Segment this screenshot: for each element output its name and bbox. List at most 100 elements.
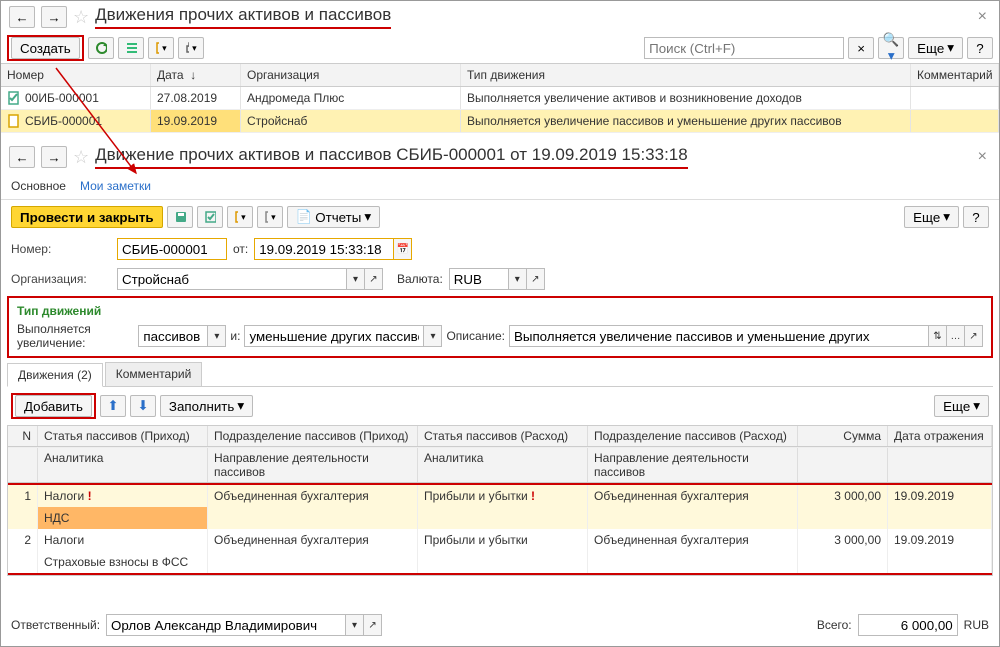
nav-back-button[interactable]: ←: [9, 6, 35, 28]
doc-nav-back-button[interactable]: ←: [9, 146, 35, 168]
calendar-icon[interactable]: 📅: [394, 238, 412, 260]
doc-help-button[interactable]: ?: [963, 206, 989, 228]
number-label: Номер:: [11, 242, 111, 256]
currency-input[interactable]: [449, 268, 509, 290]
copy-icon[interactable]: ▾: [148, 37, 174, 59]
search-input[interactable]: [644, 37, 844, 59]
footer-row: Ответственный: ▾ ↗ Всего: RUB: [1, 610, 999, 640]
doc-nav-forward-button[interactable]: →: [41, 146, 67, 168]
doc-nav-tabs: Основное Мои заметки: [1, 173, 999, 200]
gcol-sum[interactable]: Сумма: [798, 426, 888, 446]
refresh-icon[interactable]: [88, 37, 114, 59]
org-open-icon[interactable]: ↗: [365, 268, 383, 290]
from-label: от:: [233, 242, 248, 256]
post-and-close-button[interactable]: Провести и закрыть: [11, 206, 163, 228]
doc-title: Движение прочих активов и пассивов СБИБ-…: [95, 145, 688, 169]
increase-dropdown-icon[interactable]: ▾: [208, 325, 226, 347]
decrease-dropdown-icon[interactable]: ▾: [424, 325, 442, 347]
grid-more-button[interactable]: Еще ▾: [934, 395, 989, 417]
gcol-n[interactable]: N: [8, 426, 38, 446]
col-comment[interactable]: Комментарий: [911, 64, 999, 86]
app-window: ← → ☆ Движения прочих активов и пассивов…: [0, 0, 1000, 647]
tab-notes[interactable]: Мои заметки: [80, 177, 151, 195]
grid-header-1: N Статья пассивов (Приход) Подразделение…: [8, 426, 992, 447]
gcol-article-out[interactable]: Статья пассивов (Расход): [418, 426, 588, 446]
list-body: 00ИБ-00000127.08.2019Андромеда ПлюсВыпол…: [1, 87, 999, 133]
grid-subrow[interactable]: НДС: [8, 507, 992, 529]
gcol-analytics-out[interactable]: Аналитика: [418, 448, 588, 482]
gcol-date[interactable]: Дата отражения: [888, 426, 992, 446]
tab-comment[interactable]: Комментарий: [105, 362, 203, 386]
list-header: Номер Дата ↓ Организация Тип движения Ко…: [1, 63, 999, 87]
and-label: и:: [230, 329, 240, 343]
movement-type-block: Тип движений Выполняется увеличение: ▾ и…: [7, 296, 993, 358]
gcol-dept-out[interactable]: Подразделение пассивов (Расход): [588, 426, 798, 446]
move-down-icon[interactable]: ⬇: [130, 395, 156, 417]
close-top-icon[interactable]: ×: [974, 8, 991, 26]
currency-open-icon[interactable]: ↗: [527, 268, 545, 290]
increase-label: Выполняется увеличение:: [17, 322, 134, 350]
help-button-top[interactable]: ?: [967, 37, 993, 59]
add-row-button[interactable]: Добавить: [15, 395, 92, 417]
org-input[interactable]: [117, 268, 347, 290]
grid-row[interactable]: 1Налоги !Объединенная бухгалтерияПрибыли…: [8, 485, 992, 507]
increase-input[interactable]: [138, 325, 208, 347]
col-date[interactable]: Дата ↓: [151, 64, 241, 86]
grid-body: 1Налоги !Объединенная бухгалтерияПрибыли…: [8, 485, 992, 573]
save-icon[interactable]: [167, 206, 193, 228]
grid-header-2: Аналитика Направление деятельности пасси…: [8, 447, 992, 483]
list-view-icon[interactable]: [118, 37, 144, 59]
description-spin-icon[interactable]: ⇅: [929, 325, 947, 347]
gcol-direction-out[interactable]: Направление деятельности пассивов: [588, 448, 798, 482]
grid-subrow[interactable]: Страховые взносы в ФСС: [8, 551, 992, 573]
doc-favorite-star-icon[interactable]: ☆: [73, 147, 89, 168]
org-dropdown-icon[interactable]: ▾: [347, 268, 365, 290]
tab-movements[interactable]: Движения (2): [7, 363, 103, 387]
doc-copy-icon[interactable]: ▾: [227, 206, 253, 228]
responsible-dropdown-icon[interactable]: ▾: [346, 614, 364, 636]
responsible-input[interactable]: [106, 614, 346, 636]
post-icon[interactable]: [197, 206, 223, 228]
print-icon[interactable]: ▾: [178, 37, 204, 59]
favorite-star-icon[interactable]: ☆: [73, 7, 89, 28]
col-number[interactable]: Номер: [1, 64, 151, 86]
description-open-icon[interactable]: ↗: [965, 325, 983, 347]
list-row[interactable]: 00ИБ-00000127.08.2019Андромеда ПлюсВыпол…: [1, 87, 999, 110]
close-doc-icon[interactable]: ×: [974, 148, 991, 166]
date-input[interactable]: [254, 238, 394, 260]
col-org[interactable]: Организация: [241, 64, 461, 86]
top-title: Движения прочих активов и пассивов: [95, 5, 391, 29]
doc-titlebar: ← → ☆ Движение прочих активов и пассивов…: [1, 141, 999, 173]
tab-main[interactable]: Основное: [11, 177, 66, 195]
top-titlebar: ← → ☆ Движения прочих активов и пассивов…: [1, 1, 999, 33]
search-go-icon[interactable]: 🔍▾: [878, 37, 904, 59]
responsible-label: Ответственный:: [11, 618, 100, 632]
doc-more-button[interactable]: Еще ▾: [904, 206, 959, 228]
description-more-icon[interactable]: …: [947, 325, 965, 347]
description-input[interactable]: [509, 325, 929, 347]
more-button-top[interactable]: Еще ▾: [908, 37, 963, 59]
responsible-open-icon[interactable]: ↗: [364, 614, 382, 636]
top-toolbar: Создать ▾ ▾ × 🔍▾ Еще ▾ ?: [1, 33, 999, 63]
move-up-icon[interactable]: ⬆: [100, 395, 126, 417]
nav-forward-button[interactable]: →: [41, 6, 67, 28]
gcol-dept-in[interactable]: Подразделение пассивов (Приход): [208, 426, 418, 446]
doc-tabs: Движения (2) Комментарий: [7, 362, 993, 387]
grid-row[interactable]: 2НалогиОбъединенная бухгалтерияПрибыли и…: [8, 529, 992, 551]
currency-dropdown-icon[interactable]: ▾: [509, 268, 527, 290]
doc-settings-icon[interactable]: ▾: [257, 206, 283, 228]
list-row[interactable]: СБИБ-00000119.09.2019СтройснабВыполняетс…: [1, 110, 999, 133]
gcol-analytics-in[interactable]: Аналитика: [38, 448, 208, 482]
total-value: [858, 614, 958, 636]
reports-button[interactable]: 📄 Отчеты ▾: [287, 206, 380, 228]
col-type[interactable]: Тип движения: [461, 64, 911, 86]
search-clear-icon[interactable]: ×: [848, 37, 874, 59]
create-button[interactable]: Создать: [11, 37, 80, 59]
fill-button[interactable]: Заполнить ▾: [160, 395, 253, 417]
gcol-article-in[interactable]: Статья пассивов (Приход): [38, 426, 208, 446]
gcol-direction-in[interactable]: Направление деятельности пассивов: [208, 448, 418, 482]
total-currency: RUB: [964, 618, 989, 632]
decrease-input[interactable]: [244, 325, 424, 347]
number-input[interactable]: [117, 238, 227, 260]
total-label: Всего:: [817, 618, 852, 632]
